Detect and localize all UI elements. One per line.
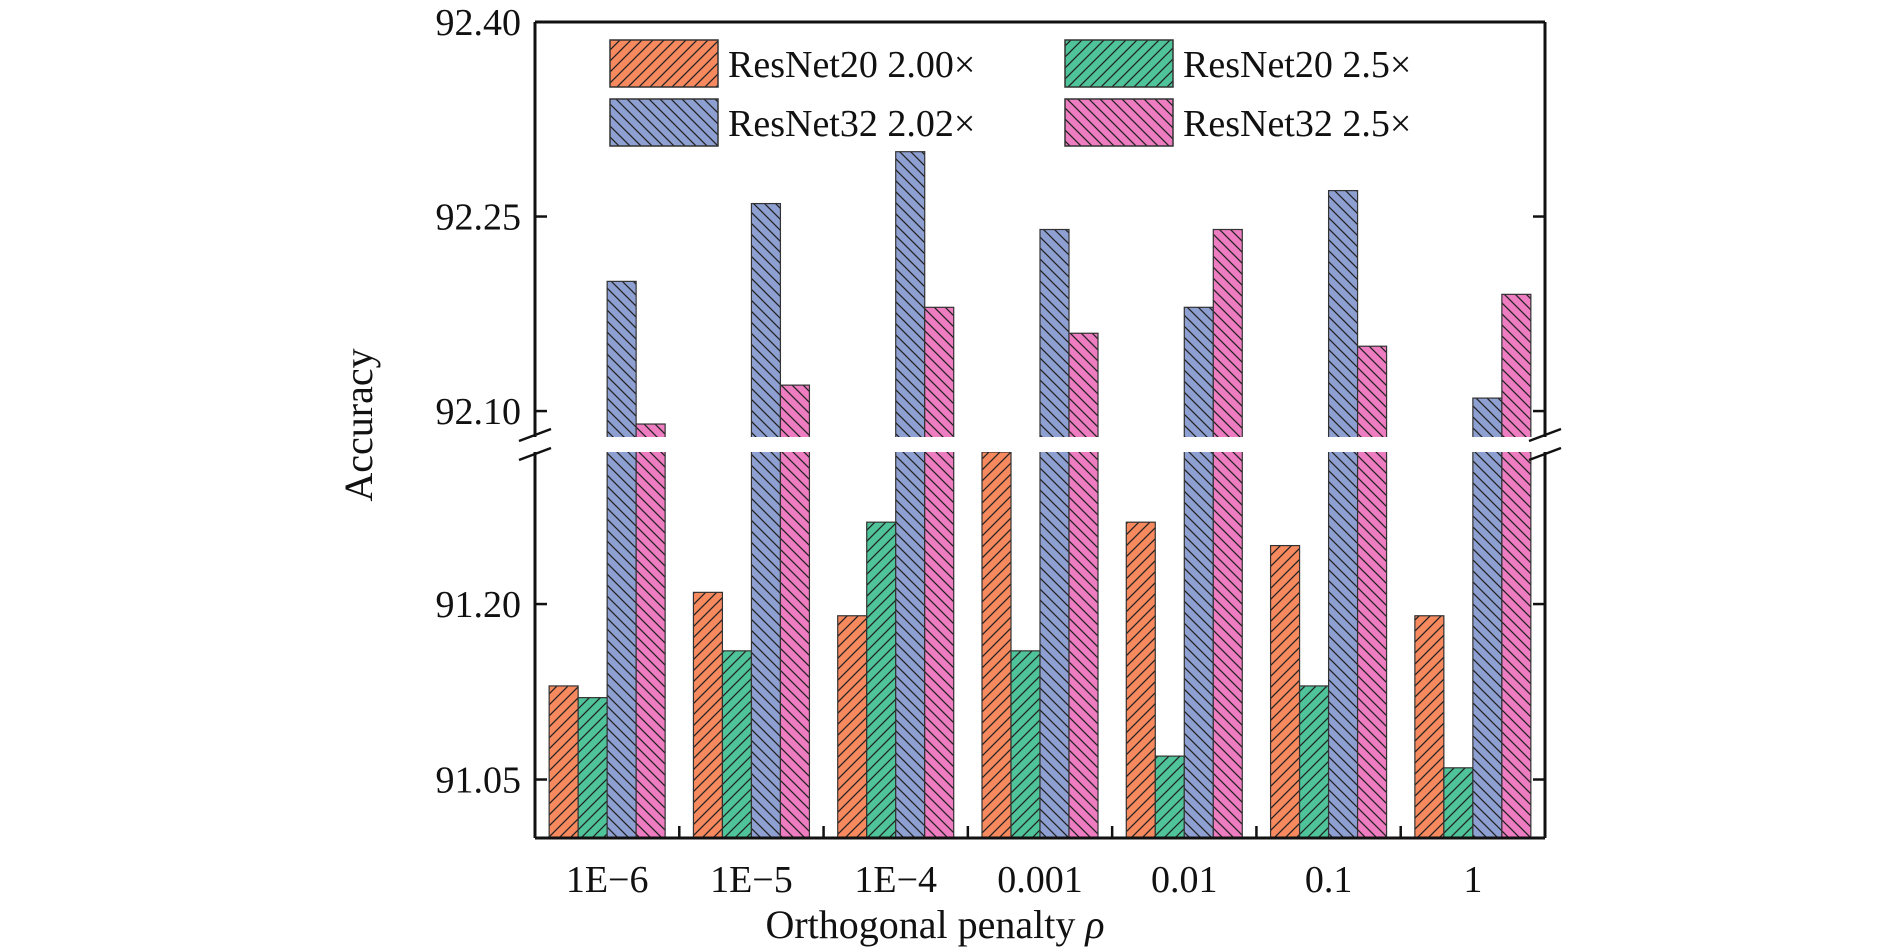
bar-resnet32-2-02--6 [1472, 397, 1503, 839]
bar-resnet20-2-5--1 [721, 650, 753, 839]
bar-resnet32-2-02--0 [606, 280, 637, 839]
x-axis-title-symbol: ρ [1083, 902, 1104, 947]
y-tick-label: 92.40 [436, 2, 522, 44]
bar-resnet32-2-5--6 [1501, 293, 1532, 839]
bar-resnet20-2-00--1 [692, 591, 724, 839]
y-tick-label: 91.20 [436, 584, 522, 626]
bar-resnet32-2-02--2 [895, 151, 926, 839]
x-axis-title: Orthogonal penalty ρ [765, 902, 1104, 947]
bar-resnet20-2-5--3 [1010, 650, 1041, 839]
bars-layer [527, 151, 1553, 839]
bar-resnet20-2-00--4 [1125, 521, 1156, 839]
bar-resnet20-2-5--6 [1443, 767, 1474, 839]
x-tick-label: 1E−5 [710, 859, 793, 901]
legend-swatch-0 [609, 39, 719, 88]
x-axis-title-text: Orthogonal penalty [765, 902, 1085, 947]
bar-resnet20-2-5--0 [577, 697, 608, 839]
bar-resnet20-2-00--2 [837, 615, 868, 839]
bar-resnet32-2-5--4 [1212, 228, 1243, 839]
bar-resnet32-2-02--4 [1183, 306, 1214, 839]
break-mark-left-1 [518, 427, 552, 443]
bar-resnet32-2-02--5 [1327, 189, 1359, 839]
bar-resnet32-2-02--1 [750, 202, 782, 839]
bar-resnet20-2-5--4 [1154, 755, 1185, 839]
x-tick-label: 1E−6 [566, 859, 649, 901]
bar-resnet32-2-5--5 [1356, 345, 1388, 839]
bar-resnet32-2-5--1 [779, 384, 811, 839]
break-mark-right-1 [1528, 427, 1562, 443]
bar-resnet20-2-5--2 [866, 521, 897, 839]
bar-resnet32-2-5--3 [1068, 332, 1099, 839]
legend-label-2: ResNet32 2.02× [728, 103, 975, 145]
x-tick-label: 0.001 [997, 859, 1083, 901]
axis-break-gap [527, 437, 1553, 452]
y-tick-label: 92.25 [436, 197, 522, 239]
break-mark-left-2 [518, 446, 552, 462]
legend-swatch-1 [1064, 39, 1174, 88]
bar-resnet20-2-00--5 [1269, 544, 1301, 839]
legend: ResNet20 2.00× ResNet20 2.5× ResNet32 2.02… [609, 39, 1411, 147]
bar-resnet20-2-00--6 [1414, 615, 1445, 839]
break-mark-right-2 [1528, 446, 1562, 462]
y-axis-title: Accuracy [336, 348, 381, 501]
x-tick-label: 0.01 [1151, 859, 1218, 901]
x-tick-label: 1E−4 [854, 859, 937, 901]
bar-resnet32-2-02--3 [1039, 228, 1070, 839]
bar-resnet32-2-5--0 [635, 423, 666, 839]
x-tick-label: 1 [1463, 859, 1482, 901]
legend-label-1: ResNet20 2.5× [1183, 44, 1411, 86]
bar-resnet20-2-00--3 [981, 451, 1012, 839]
axes-layer [518, 20, 1562, 840]
legend-label-3: ResNet32 2.5× [1183, 103, 1411, 145]
y-tick-label: 91.05 [436, 760, 522, 802]
bar-resnet20-2-5--5 [1298, 685, 1330, 839]
bar-resnet20-2-00--0 [548, 685, 579, 839]
legend-swatch-3 [1064, 98, 1174, 147]
x-tick-label: 0.1 [1305, 859, 1353, 901]
y-tick-label: 92.10 [436, 391, 522, 433]
ticks-layer: 91.05 91.20 92.10 92.25 92.40 1E−6 1E−5 1E−4 0.0… [436, 2, 1545, 901]
bar-resnet32-2-5--2 [924, 306, 955, 839]
legend-label-0: ResNet20 2.00× [728, 44, 975, 86]
legend-swatch-2 [609, 98, 719, 147]
